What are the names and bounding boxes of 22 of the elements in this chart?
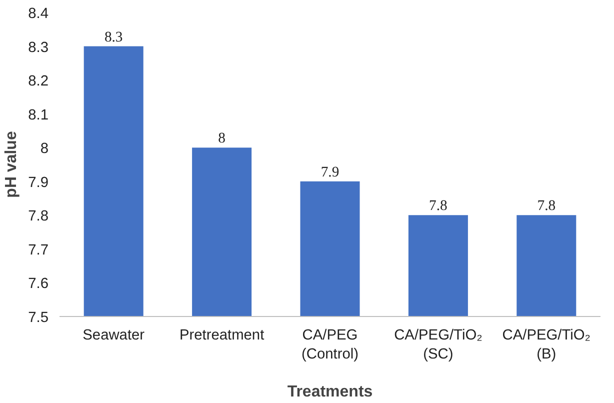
y-axis-title: pH value <box>3 131 20 198</box>
y-tick-label: 7.5 <box>28 310 48 326</box>
y-tick-label: 7.9 <box>28 174 48 191</box>
y-tick-label: 8 <box>40 141 49 158</box>
x-tick-label: Seawater <box>82 328 145 344</box>
data-label: 7.9 <box>320 164 340 180</box>
x-axis-title: Treatments <box>287 384 373 401</box>
y-tick-label: 7.6 <box>28 276 48 292</box>
x-tick-label: CA/PEG (Control) <box>301 328 359 363</box>
data-label: 7.8 <box>429 198 448 214</box>
y-tick-label: 8.2 <box>28 74 48 90</box>
y-tick-label: 7.7 <box>28 242 48 258</box>
y-tick-label: 8.3 <box>28 40 48 56</box>
x-tick-label: Pretreatment <box>179 328 264 344</box>
data-label: 8 <box>218 130 226 147</box>
y-tick-label: 7.8 <box>28 208 48 225</box>
x-tick-label: CA/PEG/TiO₂ (SC) <box>394 328 482 363</box>
x-tick-label: CA/PEG/TiO₂ (B) <box>502 328 591 363</box>
data-label: 8.3 <box>104 29 123 46</box>
y-tick-label: 8.1 <box>28 107 48 124</box>
data-label: 7.8 <box>537 198 556 214</box>
y-tick-label: 8.4 <box>28 6 48 22</box>
